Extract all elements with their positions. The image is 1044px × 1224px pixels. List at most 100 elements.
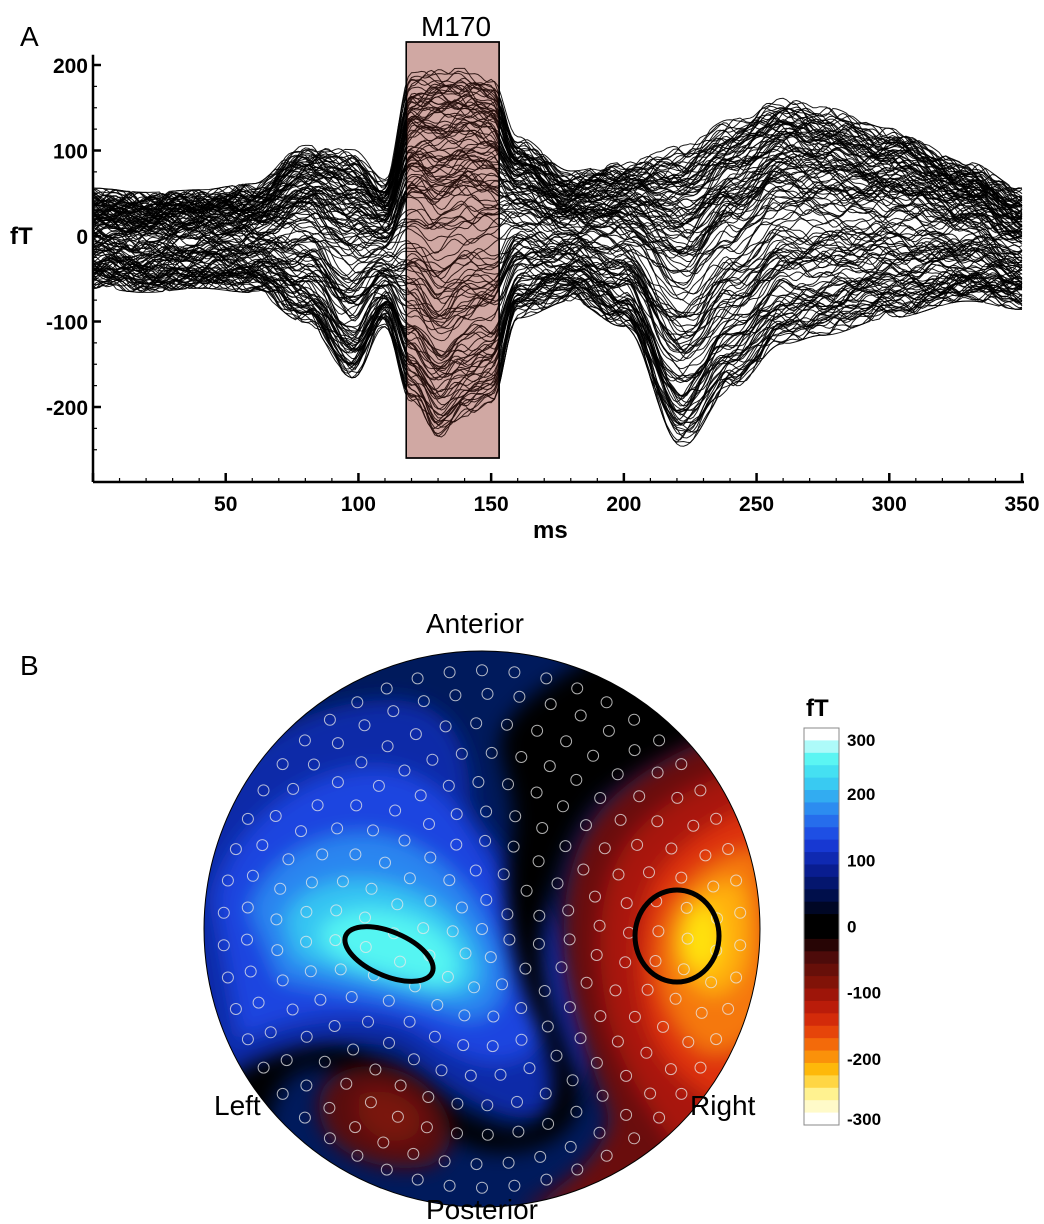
colorbar-band-positive	[804, 864, 839, 878]
sensor-marker	[355, 756, 368, 769]
sensor-marker	[609, 984, 622, 997]
sensor-marker	[513, 690, 526, 703]
colorbar-band-positive	[804, 765, 839, 779]
sensor-marker	[269, 810, 282, 822]
sensor-marker	[507, 840, 520, 853]
sensor-marker	[564, 1140, 577, 1153]
colorbar-band-negative	[804, 1025, 839, 1039]
sensor-marker	[387, 705, 400, 718]
sensor-marker	[543, 760, 556, 773]
zero-field-band	[204, 651, 760, 1200]
sensor-marker	[480, 805, 493, 818]
sensor-marker	[274, 882, 287, 895]
sensor-marker	[304, 965, 317, 978]
sensor-marker	[458, 1009, 471, 1022]
sensor-marker	[468, 981, 480, 994]
m170-window-border	[405, 41, 500, 459]
sensor-trace	[92, 265, 1023, 413]
sensor-marker	[590, 1056, 603, 1069]
sensor-marker	[589, 890, 601, 903]
colorbar-band-negative	[804, 976, 839, 990]
sensor-marker	[541, 1020, 554, 1033]
sensor-marker	[407, 1053, 420, 1066]
sensor-marker	[300, 1079, 313, 1092]
sensor-marker	[347, 1043, 360, 1056]
colorbar-tick-labels: 300 200 100 0 -100 -200 -300	[847, 731, 881, 1129]
posterior-label: Posterior	[426, 1194, 538, 1224]
sensor-marker	[476, 664, 488, 677]
sensor-marker	[264, 1026, 277, 1039]
sensor-marker	[620, 1108, 633, 1121]
panel-a-butterfly-plot: A 50 100 150 200 250 300 350 200 100 0 -100 -200 fT…	[10, 11, 1040, 544]
sensor-marker	[682, 1036, 695, 1048]
x-axis-title: ms	[533, 517, 568, 544]
sensor-trace	[92, 139, 1023, 229]
sensor-marker	[485, 746, 498, 759]
sensor-marker	[600, 696, 613, 709]
sensor-marker	[598, 842, 611, 855]
y-tick-label: -200	[46, 397, 88, 420]
colorbar-band-positive	[804, 728, 839, 742]
sensor-marker	[403, 1015, 416, 1028]
sensor-trace	[92, 175, 1023, 256]
sensor-marker	[428, 1030, 441, 1043]
sensor-trace	[92, 244, 1023, 363]
sensor-trace	[92, 96, 1023, 219]
sensor-marker	[420, 1121, 433, 1134]
sensor-trace	[92, 273, 1023, 439]
colorbar-band-negative	[804, 1112, 839, 1126]
sensor-marker	[331, 737, 344, 750]
sensor-marker	[331, 822, 344, 835]
sensor-trace	[92, 129, 1023, 231]
sensor-marker	[379, 856, 391, 869]
colorbar-band-positive	[804, 852, 839, 866]
sensor-marker	[365, 882, 378, 895]
sensor-marker	[451, 1097, 464, 1110]
sensor-marker	[479, 834, 492, 847]
sensor-marker	[295, 825, 307, 838]
sensor-trace	[93, 271, 1023, 436]
sensor-marker	[593, 919, 606, 932]
sensor-marker	[566, 1074, 579, 1087]
sensor-marker	[484, 951, 497, 964]
sensor-marker	[417, 695, 430, 708]
sensor-marker	[710, 1033, 723, 1046]
colorbar-band-positive	[804, 839, 839, 853]
y-tick-label: 200	[53, 55, 88, 78]
sensor-marker	[287, 782, 300, 795]
sensor-marker	[351, 1149, 364, 1162]
sensor-marker	[669, 992, 682, 1005]
sensor-marker	[570, 1105, 583, 1118]
colorbar-tick-label: -300	[847, 1110, 881, 1129]
sensor-marker	[217, 939, 230, 952]
sensor-marker	[641, 983, 654, 996]
sensor-marker	[381, 740, 394, 753]
sensor-marker	[594, 792, 607, 804]
sensor-trace	[92, 222, 1023, 318]
sensor-trace	[92, 202, 1023, 301]
sensor-marker	[574, 709, 587, 722]
sensor-trace	[92, 83, 1023, 207]
colorbar-band-negative	[804, 1100, 839, 1114]
sensor-marker	[422, 1091, 435, 1103]
sensor-marker	[612, 868, 625, 881]
sensor-trace	[92, 273, 1023, 447]
sensor-marker	[503, 933, 516, 946]
colorbar	[803, 727, 840, 1126]
sensor-trace	[92, 144, 1023, 228]
colorbar-band-negative	[804, 963, 839, 977]
sensor-marker	[431, 999, 444, 1011]
sensor-marker	[534, 1150, 547, 1163]
sensor-marker	[257, 1061, 270, 1074]
sensor-trace	[92, 89, 1023, 215]
sensor-marker	[707, 880, 720, 893]
sensor-trace	[92, 268, 1023, 411]
sensor-marker	[340, 1077, 353, 1090]
sensor-marker	[496, 978, 508, 991]
sensor-marker	[403, 872, 416, 885]
sensor-marker	[563, 1001, 576, 1014]
sensor-marker	[241, 812, 254, 825]
sensor-marker	[459, 947, 472, 960]
colorbar-tick-label: 0	[847, 918, 856, 937]
sensor-trace	[92, 103, 1023, 212]
